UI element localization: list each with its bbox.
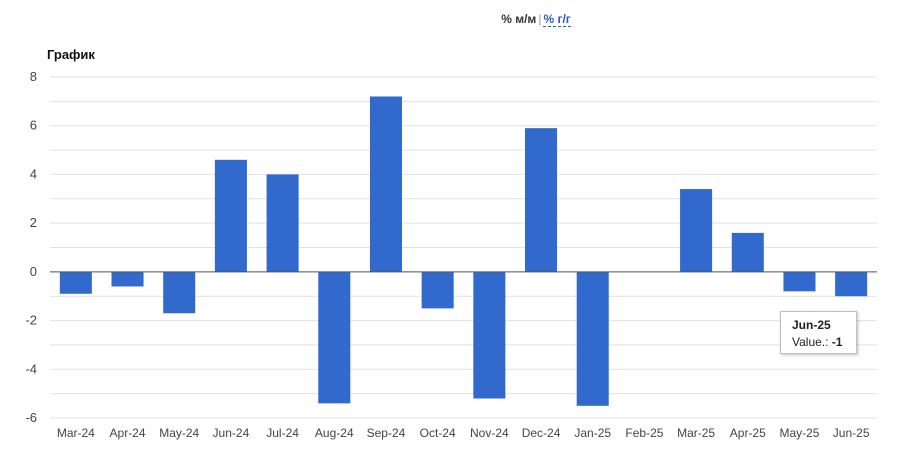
y-tick-label: 8 bbox=[30, 69, 37, 84]
x-tick-label: Apr-25 bbox=[730, 426, 766, 440]
tooltip: Jun-25 Value.: -1 bbox=[780, 311, 857, 354]
y-tick-label: 4 bbox=[30, 166, 37, 181]
bar[interactable] bbox=[214, 159, 247, 272]
x-tick-label: Jun-24 bbox=[213, 426, 250, 440]
x-tick-label: Jan-25 bbox=[574, 426, 611, 440]
bar[interactable] bbox=[783, 271, 816, 292]
tooltip-value-label: Value.: bbox=[792, 335, 829, 349]
tooltip-value: -1 bbox=[831, 335, 843, 349]
x-tick-label: May-25 bbox=[779, 426, 819, 440]
bar[interactable] bbox=[473, 271, 506, 399]
x-tick-label: Oct-24 bbox=[420, 426, 456, 440]
tooltip-category: Jun-25 bbox=[792, 318, 831, 332]
x-tick-label: Dec-24 bbox=[522, 426, 561, 440]
grid-layer bbox=[50, 76, 877, 419]
bar[interactable] bbox=[369, 96, 402, 272]
mm-option[interactable]: % м/м bbox=[501, 12, 537, 26]
x-tick-label: Mar-24 bbox=[57, 426, 95, 440]
x-axis-ticks: Mar-24 Apr-24 May-24 Jun-24 Jul-24 Aug-24 Sep-… bbox=[57, 426, 870, 440]
toggle-separator: | bbox=[538, 12, 542, 26]
x-tick-label: Nov-24 bbox=[470, 426, 509, 440]
bar[interactable] bbox=[421, 271, 454, 309]
bar[interactable] bbox=[680, 189, 713, 272]
yy-option[interactable]: % г/г bbox=[543, 12, 571, 27]
x-tick-label: Sep-24 bbox=[367, 426, 406, 440]
y-tick-label: -4 bbox=[25, 361, 37, 376]
bar[interactable] bbox=[163, 271, 196, 314]
y-axis-ticks: -6 -4 -2 0 2 4 6 8 bbox=[25, 69, 37, 425]
bars-layer bbox=[59, 96, 868, 406]
y-tick-label: 2 bbox=[30, 215, 37, 230]
y-tick-label: 0 bbox=[30, 264, 37, 279]
bar[interactable] bbox=[111, 271, 144, 287]
x-tick-label: Mar-25 bbox=[677, 426, 715, 440]
bar[interactable] bbox=[835, 271, 868, 297]
y-tick-label: -2 bbox=[25, 313, 37, 328]
bar[interactable] bbox=[318, 271, 351, 404]
bar[interactable] bbox=[266, 174, 299, 272]
graph-title: График bbox=[47, 47, 95, 62]
x-tick-label: May-24 bbox=[159, 426, 199, 440]
measure-toggle: % м/м |% г/г bbox=[0, 12, 900, 27]
tooltip-value-line: Value.: -1 bbox=[792, 334, 856, 351]
y-tick-label: -6 bbox=[25, 410, 37, 425]
bar[interactable] bbox=[525, 128, 558, 272]
x-tick-label: Jun-25 bbox=[833, 426, 870, 440]
bar[interactable] bbox=[59, 271, 92, 294]
x-tick-label: Feb-25 bbox=[625, 426, 663, 440]
y-tick-label: 6 bbox=[30, 118, 37, 133]
x-tick-label: Jul-24 bbox=[266, 426, 299, 440]
x-tick-label: Apr-24 bbox=[110, 426, 146, 440]
bar[interactable] bbox=[731, 232, 764, 272]
bar[interactable] bbox=[576, 271, 609, 406]
x-tick-label: Aug-24 bbox=[315, 426, 354, 440]
